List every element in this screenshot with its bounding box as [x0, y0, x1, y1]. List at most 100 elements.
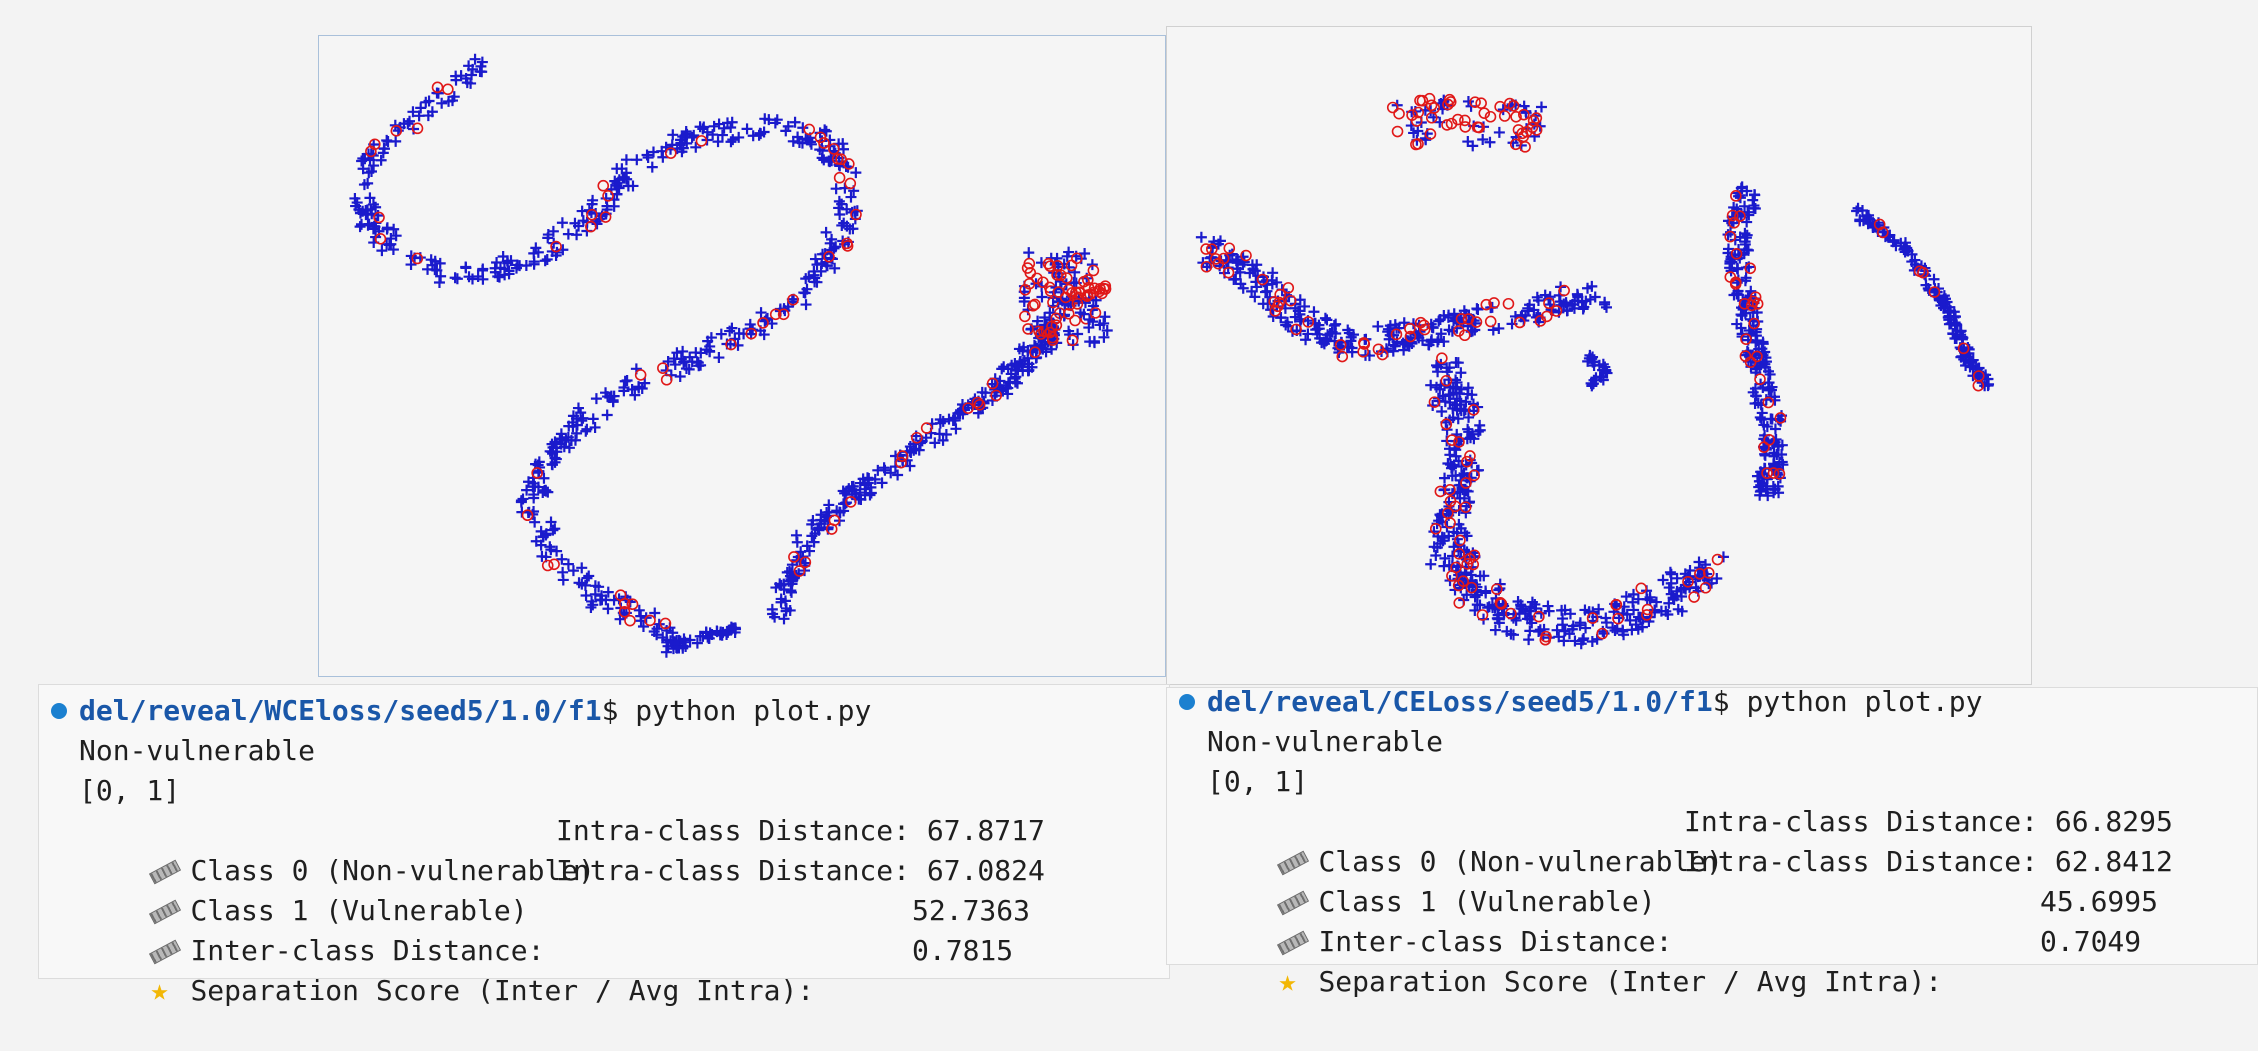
class0-point [1754, 475, 1766, 487]
class0-point [433, 276, 445, 288]
class0-point [1455, 383, 1467, 395]
class0-point [1459, 527, 1471, 539]
class0-point [1762, 490, 1774, 502]
class0-point [1684, 564, 1696, 576]
class0-point [551, 545, 563, 557]
class0-point [1480, 587, 1492, 599]
class0-point [1463, 426, 1475, 438]
class0-point [562, 228, 574, 240]
class0-point [774, 578, 786, 590]
class0-point [1617, 624, 1629, 636]
class0-point [596, 590, 608, 602]
class0-point [602, 603, 614, 615]
class0-point [586, 198, 598, 210]
status-dot-icon [51, 703, 67, 719]
class0-point [576, 415, 588, 427]
class1-point [1444, 96, 1457, 108]
class0-point [1954, 326, 1966, 338]
class1-point [1480, 298, 1493, 311]
class1-point [1928, 286, 1941, 298]
class0-point [358, 179, 370, 191]
class0-point [1758, 419, 1770, 431]
class0-point [354, 221, 366, 233]
class0-point [1587, 378, 1599, 390]
class1-point [521, 509, 534, 522]
class1-point [618, 606, 631, 618]
class1-point [1436, 352, 1448, 364]
class0-point [1957, 332, 1969, 344]
class1-point [1734, 210, 1746, 223]
class1-point [1027, 299, 1039, 312]
class0-point [646, 161, 658, 173]
class1-point [1484, 315, 1497, 328]
class0-point [1489, 624, 1501, 636]
class1-point [1876, 226, 1889, 239]
class0-point [1534, 624, 1546, 636]
class1-point [818, 137, 830, 149]
class0-point [1224, 249, 1236, 261]
class1-point [1453, 597, 1466, 609]
class1-point [1441, 119, 1453, 131]
class1-point [1469, 96, 1481, 108]
class0-point [540, 529, 552, 541]
class0-point [940, 429, 952, 441]
class0-point [1523, 634, 1535, 646]
class0-point [1928, 273, 1940, 285]
class0-point [861, 472, 873, 484]
class0-point [1526, 617, 1538, 629]
class0-point [580, 425, 592, 437]
class0-point [1620, 591, 1632, 603]
class0-point [542, 486, 554, 498]
class0-point [727, 622, 739, 634]
class0-point [1058, 258, 1070, 270]
class0-point [771, 114, 783, 126]
class0-point [1249, 291, 1261, 303]
class0-point [1624, 614, 1636, 626]
class0-point [775, 596, 787, 608]
class0-point [1088, 335, 1100, 347]
class0-point [538, 472, 550, 484]
class0-point [1650, 596, 1662, 608]
class0-point [821, 506, 833, 518]
class1-point [1029, 298, 1041, 311]
class1-point [1444, 517, 1456, 529]
class0-point [1436, 406, 1448, 418]
class1-point [586, 208, 598, 221]
class1-point [664, 147, 677, 159]
class0-point [839, 487, 851, 499]
class0-point [1741, 216, 1753, 228]
class0-point [741, 123, 753, 135]
class0-point [1510, 614, 1522, 626]
class0-point [635, 610, 647, 622]
class0-point [533, 456, 545, 468]
inter-label: Inter-class Distance: [1318, 925, 1673, 958]
class0-point [785, 586, 797, 598]
class0-point [790, 529, 802, 541]
class1-point [1336, 350, 1349, 363]
class0-point [934, 413, 946, 425]
class1-point [799, 556, 812, 569]
class1-point [1539, 633, 1552, 646]
class0-point [1543, 605, 1555, 617]
class0-point [904, 460, 916, 472]
class0-point [715, 627, 727, 639]
class0-point [1665, 577, 1677, 589]
class0-point [541, 253, 553, 265]
class0-point [1044, 307, 1056, 319]
inter-label: Inter-class Distance: [190, 934, 545, 967]
class0-point [1523, 605, 1535, 617]
class0-point [661, 634, 673, 646]
class1-point [1425, 111, 1438, 124]
class1-point [1302, 316, 1315, 328]
class0-point [1316, 337, 1328, 349]
class1-point [1087, 264, 1100, 277]
class1-point [777, 308, 790, 321]
class0-point [1425, 379, 1437, 391]
class0-point [1448, 541, 1460, 553]
class1-point [1533, 610, 1545, 623]
class1-point [1446, 434, 1458, 446]
class1-point [548, 558, 560, 571]
class0-point [904, 441, 916, 453]
class0-point [678, 633, 690, 645]
class0-point [629, 389, 641, 401]
